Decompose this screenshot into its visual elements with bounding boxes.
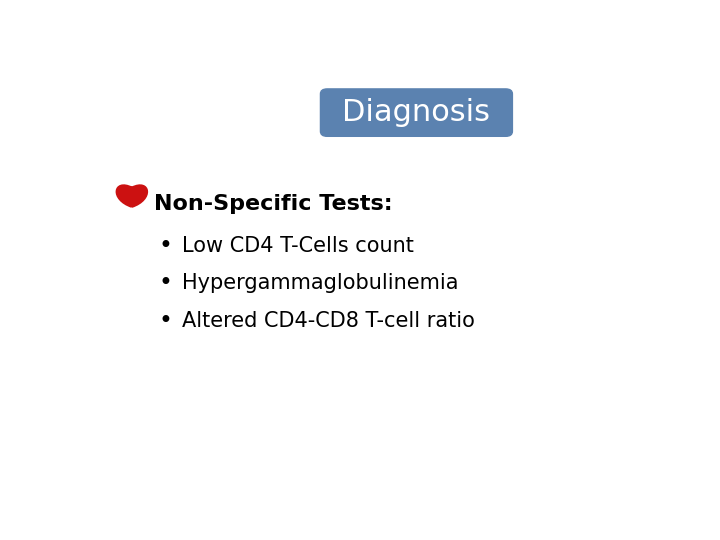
Text: Low CD4 T-Cells count: Low CD4 T-Cells count — [182, 235, 414, 255]
Text: •: • — [158, 308, 172, 333]
Text: •: • — [158, 271, 172, 295]
Text: •: • — [158, 234, 172, 258]
Text: Non-Specific Tests:: Non-Specific Tests: — [154, 194, 393, 214]
FancyBboxPatch shape — [320, 89, 513, 136]
Text: Altered CD4-CD8 T-cell ratio: Altered CD4-CD8 T-cell ratio — [182, 310, 475, 330]
Text: Hypergammaglobulinemia: Hypergammaglobulinemia — [182, 273, 459, 293]
PathPatch shape — [117, 185, 147, 207]
Text: Diagnosis: Diagnosis — [343, 98, 490, 127]
